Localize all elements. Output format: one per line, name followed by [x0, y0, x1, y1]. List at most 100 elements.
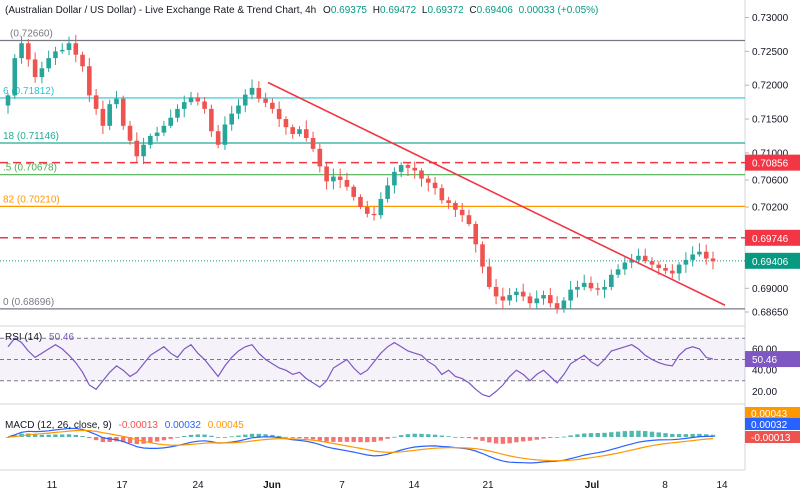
macd-histogram-bar	[385, 437, 390, 439]
macd-histogram-bar	[351, 437, 356, 442]
candle-body	[242, 94, 248, 106]
candle-body	[514, 291, 519, 296]
price-axis-tick-label: 0.71000	[752, 148, 789, 159]
candle-body	[114, 98, 119, 105]
macd-title: MACD (12, 26, close, 9)	[5, 420, 112, 431]
last-price-tag	[745, 252, 800, 269]
macd-histogram-bar	[534, 437, 539, 440]
macd-histogram-bar	[290, 437, 295, 438]
macd-hist-value: -0.00013	[119, 420, 159, 431]
candle-body	[127, 125, 133, 141]
macd-histogram-bar	[459, 437, 465, 438]
macd-histogram-bar	[656, 432, 661, 437]
macd-histogram-bar	[73, 434, 78, 437]
candle-body	[405, 165, 411, 168]
candle-body	[19, 43, 24, 59]
macd-histogram-bar	[419, 433, 424, 437]
macd-value-tag-label: 0.00032	[751, 420, 788, 431]
candle-body	[385, 185, 390, 199]
macd-histogram-bar	[378, 437, 384, 441]
candle-body	[310, 138, 316, 149]
macd-histogram-bar	[697, 433, 702, 437]
macd-histogram-bar	[32, 434, 38, 437]
macd-histogram-bar	[53, 434, 58, 437]
candle-body	[602, 286, 607, 290]
resistance-price-label: 0.69746	[752, 234, 789, 245]
macd-histogram-bar	[602, 432, 607, 437]
candle-body	[161, 125, 167, 133]
candle-body	[670, 270, 675, 274]
candle-body	[249, 87, 255, 95]
price-axis-tick-label: 0.70600	[752, 175, 789, 186]
rsi-value-tag-label: 50.46	[752, 355, 777, 366]
candle-body	[446, 200, 451, 204]
macd-histogram-bar	[66, 434, 72, 437]
candle-body	[87, 66, 92, 96]
candle-body	[256, 87, 262, 99]
macd-histogram-bar	[134, 437, 139, 445]
candle-body	[120, 98, 126, 126]
time-axis-label: 14	[408, 480, 420, 491]
time-axis-label: Jul	[585, 480, 600, 491]
macd-histogram-bar	[60, 434, 65, 437]
candle-body	[283, 119, 289, 128]
price-axis-tick-label: 0.73000	[752, 13, 789, 24]
candle-body	[202, 101, 207, 109]
price-pane[interactable]: (0.72660) 6 (0.71812) 18 (0.71146) .5 (0.70…	[0, 29, 745, 314]
candle-body	[588, 282, 594, 289]
candle-body	[324, 166, 329, 182]
macd-histogram-bar	[636, 430, 641, 437]
downtrend-line	[267, 81, 726, 306]
macd-histogram-bar	[615, 431, 621, 437]
macd-histogram-bar	[582, 433, 587, 437]
rsi-header: RSI (14) 50.46	[5, 332, 74, 343]
close-value: 0.69406	[477, 5, 514, 16]
candle-body	[39, 68, 45, 78]
candle-body	[188, 97, 194, 103]
rsi-pane[interactable]	[0, 337, 745, 398]
macd-value-tag	[745, 407, 800, 419]
candle-body	[615, 269, 621, 275]
macd-histogram-bar	[663, 433, 668, 437]
macd-histogram-bar	[500, 437, 506, 444]
candle-body	[534, 298, 540, 304]
candle-body	[331, 176, 336, 182]
candle-body	[459, 209, 465, 216]
macd-histogram-bar	[263, 434, 268, 437]
macd-histogram-bar	[209, 435, 214, 437]
candle-body	[425, 178, 431, 183]
macd-histogram-bar	[683, 434, 689, 437]
open-value: 0.69375	[331, 5, 368, 16]
candle-body	[236, 105, 241, 114]
candle-body	[93, 95, 99, 109]
candle-body	[398, 165, 404, 172]
macd-value-tag	[745, 418, 800, 430]
macd-histogram-bar	[690, 433, 695, 437]
macd-value-tag-label: -0.00013	[751, 433, 791, 444]
macd-histogram-bar	[405, 434, 411, 437]
axes: 0.73000 0.72500 0.72000 0.71500 0.71000 0.706…	[47, 13, 800, 491]
macd-histogram-bar	[202, 434, 207, 437]
candle-body	[609, 274, 614, 287]
macd-histogram-bar	[93, 437, 99, 441]
macd-histogram-bar	[643, 431, 648, 437]
candle-body	[412, 167, 418, 171]
candle-body	[703, 251, 709, 259]
candle-body	[486, 266, 492, 287]
macd-signal-line	[7, 429, 714, 462]
macd-histogram-bar	[670, 433, 675, 437]
time-axis-label: 14	[716, 480, 728, 491]
candle-body	[59, 49, 65, 52]
candle-body	[80, 54, 85, 67]
open-label: O	[323, 5, 331, 16]
candle-body	[297, 129, 302, 134]
rsi-line	[7, 337, 714, 398]
macd-pane[interactable]	[5, 427, 716, 464]
macd-histogram-bar	[154, 437, 160, 442]
macd-histogram-bar	[175, 437, 180, 438]
candle-body	[303, 129, 309, 139]
candle-body	[195, 97, 201, 102]
macd-histogram-bar	[561, 436, 567, 438]
candle-body	[66, 43, 72, 50]
candle-body	[636, 255, 641, 260]
